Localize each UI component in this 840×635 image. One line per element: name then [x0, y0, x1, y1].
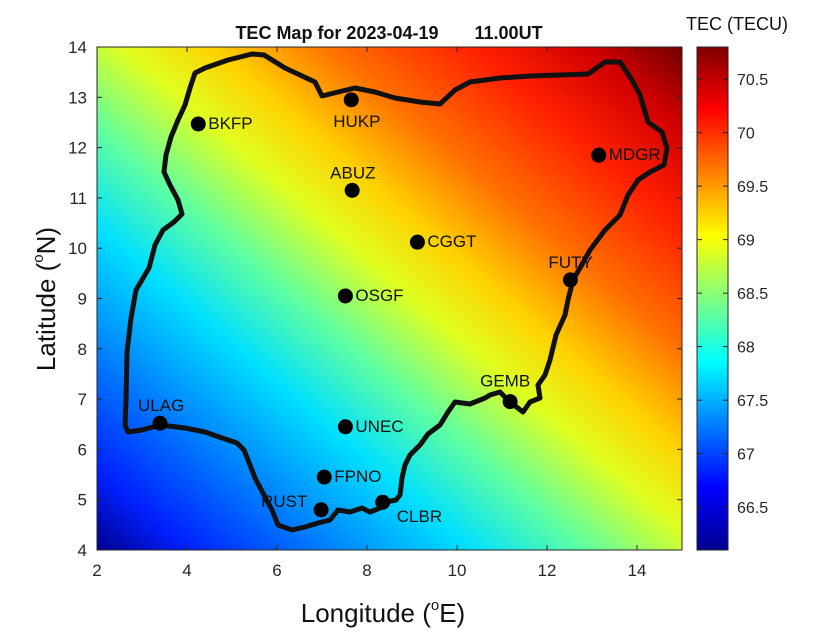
colorbar-tick-label: 68.5	[737, 286, 768, 303]
colorbar-tick-label: 66.5	[737, 500, 768, 517]
colorbar-tick-label: 67.5	[737, 393, 768, 410]
station-marker-bkfp	[190, 116, 206, 132]
y-axis-ticks: 4 5 6 7 8 9 10 11 12 13 14	[68, 38, 682, 560]
chart-title: TEC Map for 2023-04-19 11.00UT	[235, 23, 542, 43]
x-tick-label: 6	[272, 561, 281, 580]
station-label-rust: RUST	[261, 492, 307, 511]
x-tick-label: 14	[628, 561, 647, 580]
station-marker-mdgr	[591, 147, 607, 163]
station-label-cggt: CGGT	[427, 232, 476, 251]
x-axis-label: Longitude (oE)	[301, 597, 465, 628]
y-axis-label: Latitude (oN)	[30, 227, 61, 371]
colorbar-tick-label: 68	[737, 340, 755, 357]
station-label-fpno: FPNO	[334, 467, 381, 486]
station-label-unec: UNEC	[355, 417, 403, 436]
colorbar-tick-label: 67	[737, 447, 755, 464]
station-marker-clbr	[375, 494, 391, 510]
station-label-gemb: GEMB	[480, 372, 530, 391]
station-marker-ulag	[152, 415, 168, 431]
title-date: TEC Map for 2023-04-19	[235, 23, 438, 43]
y-tick-label: 14	[68, 38, 87, 57]
station-markers: BKFP HUKP ABUZ MDGR CGGT FUTY OSGF GEMB ULAG UNEC…	[138, 92, 661, 526]
y-tick-label: 9	[78, 290, 87, 309]
colorbar-tick-label: 69.5	[737, 179, 768, 196]
x-tick-label: 12	[538, 561, 557, 580]
station-label-futy: FUTY	[548, 253, 592, 272]
colorbar-label: TEC (TECU)	[686, 14, 788, 34]
station-marker-fpno	[316, 469, 332, 485]
colorbar-tick-label: 70	[737, 126, 755, 143]
country-boundary	[122, 51, 670, 533]
y-tick-label: 8	[78, 340, 87, 359]
station-marker-unec	[337, 419, 353, 435]
station-label-hukp: HUKP	[333, 112, 380, 131]
y-tick-label: 12	[68, 139, 87, 158]
x-tick-label: 10	[448, 561, 467, 580]
y-axis-label-sup: o	[30, 254, 47, 262]
title-time: 11.00UT	[475, 23, 543, 43]
station-marker-abuz	[344, 182, 360, 198]
x-axis-label-main: Longitude (	[301, 598, 431, 628]
station-label-osgf: OSGF	[355, 286, 403, 305]
y-tick-label: 11	[69, 189, 87, 208]
y-axis-label-main: Latitude (	[31, 262, 61, 371]
x-axis-ticks: 2 4 6 8 10 12 14	[92, 47, 646, 580]
station-marker-gemb	[502, 394, 518, 410]
x-tick-label: 2	[92, 561, 101, 580]
station-marker-cggt	[409, 234, 425, 250]
y-tick-label: 4	[78, 541, 87, 560]
station-label-clbr: CLBR	[397, 507, 442, 526]
y-tick-label: 6	[78, 440, 87, 459]
station-marker-futy	[562, 272, 578, 288]
y-tick-label: 10	[68, 239, 87, 258]
y-axis-label-end: N)	[31, 227, 61, 254]
station-label-ulag: ULAG	[138, 396, 184, 415]
colorbar	[696, 46, 729, 551]
y-tick-label: 5	[78, 491, 87, 510]
colorbar-tick-label: 70.5	[737, 72, 768, 89]
colorbar-ticks: 66.5 67 67.5 68 68.5 69 69.5 70 70.5	[697, 72, 768, 517]
y-tick-label: 7	[78, 390, 87, 409]
station-label-mdgr: MDGR	[609, 145, 661, 164]
station-marker-osgf	[337, 288, 353, 304]
station-marker-rust	[313, 502, 329, 518]
colorbar-tick-label: 69	[737, 233, 755, 250]
y-tick-label: 13	[68, 88, 87, 107]
station-label-abuz: ABUZ	[330, 163, 375, 182]
station-marker-hukp	[343, 92, 359, 108]
x-axis-label-end: E)	[439, 598, 465, 628]
station-label-bkfp: BKFP	[208, 114, 252, 133]
tec-heatmap	[97, 47, 682, 550]
x-tick-label: 4	[182, 561, 191, 580]
x-axis-label-sup: o	[431, 597, 439, 614]
x-tick-label: 8	[362, 561, 371, 580]
